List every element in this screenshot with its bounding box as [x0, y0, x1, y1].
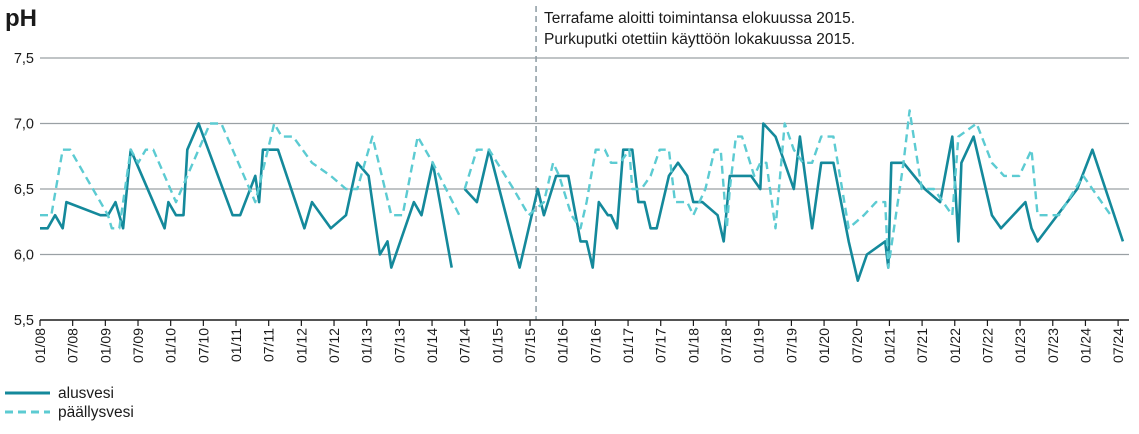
x-tick-label: 01/17 [620, 328, 636, 363]
x-tick-label: 07/16 [587, 328, 603, 363]
x-tick-label: 07/14 [457, 328, 473, 363]
annotation-line-1: Terrafame aloitti toimintansa elokuussa … [544, 10, 855, 27]
x-tick-label: 07/21 [914, 328, 930, 363]
x-tick-label: 07/22 [979, 328, 995, 363]
x-tick-label: 01/08 [32, 328, 48, 363]
x-tick-label: 07/09 [130, 328, 146, 363]
series-line-paallysvesi [40, 122, 461, 230]
x-tick-label: 07/18 [718, 328, 734, 363]
x-tick-label: 01/14 [424, 328, 440, 363]
x-tick-label: 01/18 [685, 328, 701, 363]
x-tick-label: 07/13 [391, 328, 407, 363]
x-tick-label: 01/21 [881, 328, 897, 363]
y-axis-label: pH [5, 5, 37, 32]
x-tick-label: 07/19 [783, 328, 799, 363]
legend-label-alusvesi: alusvesi [58, 385, 114, 402]
x-tick-label: 01/19 [751, 328, 767, 363]
x-tick-label: 01/16 [555, 328, 571, 363]
y-tick-label: 7,5 [14, 51, 34, 67]
x-tick-label: 01/11 [228, 328, 244, 362]
y-tick-labels: 5,5 6,0 6,5 7,0 7,5 [14, 51, 34, 329]
y-tick-label: 5,5 [14, 313, 34, 329]
y-tick-label: 6,0 [14, 248, 34, 264]
x-tick-label: 07/15 [522, 328, 538, 363]
x-tick-label: 07/10 [195, 328, 211, 363]
x-tick-label: 01/12 [293, 328, 309, 363]
x-tick-label: 01/22 [947, 328, 963, 363]
legend: alusvesi päällysvesi [5, 385, 134, 421]
x-tick-label: 07/11 [261, 328, 277, 362]
annotation-line-2: Purkuputki otettiin käyttöön lokakuussa … [544, 31, 855, 48]
x-tick-label: 01/24 [1077, 328, 1093, 363]
x-tick-label: 07/23 [1045, 328, 1061, 363]
x-tick-label: 07/17 [653, 328, 669, 363]
y-tick-label: 6,5 [14, 182, 34, 198]
x-tick-label: 07/08 [65, 328, 81, 363]
series-lines [40, 109, 1125, 283]
x-tick-label: 01/10 [163, 328, 179, 363]
x-tick-label: 01/20 [816, 328, 832, 363]
x-tick-label: 07/20 [849, 328, 865, 363]
x-tick-label: 01/13 [359, 328, 375, 363]
legend-label-paallysvesi: päällysvesi [58, 404, 134, 421]
y-tick-label: 7,0 [14, 117, 34, 133]
series-line-alusvesi [463, 122, 1125, 283]
x-tick-label: 07/12 [326, 328, 342, 363]
series-line-alusvesi [40, 122, 453, 269]
x-tick-labels: 01/08 07/08 01/09 07/09 01/10 07/10 01/11 07/11… [32, 320, 1126, 363]
x-tick-label: 07/24 [1110, 328, 1126, 363]
x-tick-label: 01/15 [489, 328, 505, 363]
x-tick-label: 01/23 [1012, 328, 1028, 363]
x-tick-label: 01/09 [97, 328, 113, 363]
